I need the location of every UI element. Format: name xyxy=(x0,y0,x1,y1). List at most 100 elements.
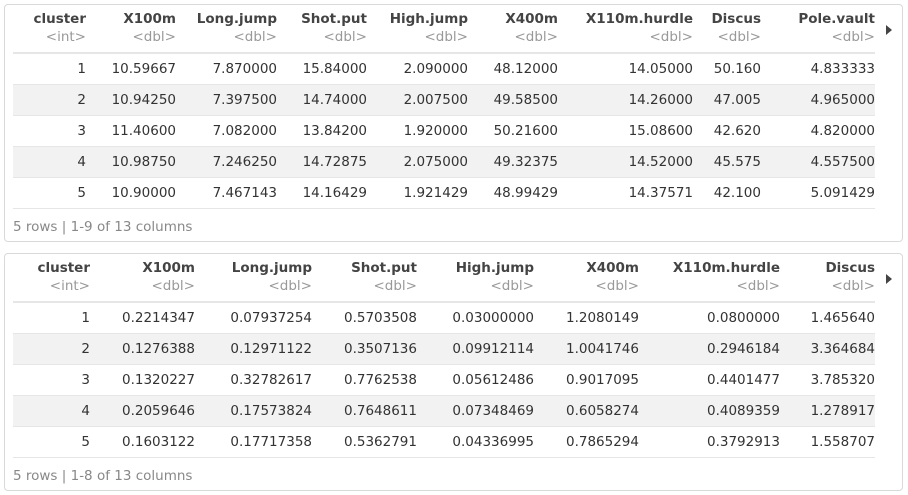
table-cell: 0.2946184 xyxy=(639,333,780,365)
column-header-cluster: cluster <int> xyxy=(13,5,86,54)
column-header-shot-put: Shot.put <dbl> xyxy=(312,254,417,303)
table-cell: 0.17573824 xyxy=(195,395,312,427)
table-row: 3 0.1320227 0.32782617 0.7762538 0.05612486 0… xyxy=(13,364,875,396)
table-cell: 0.4089359 xyxy=(639,395,780,427)
column-type: <dbl> xyxy=(649,29,693,45)
column-type: <dbl> xyxy=(151,278,195,294)
column-type: <int> xyxy=(49,278,90,294)
column-type: <dbl> xyxy=(268,278,312,294)
table-footer: 5 rows | 1-9 of 13 columns xyxy=(13,219,193,235)
table-cell: 2.090000 xyxy=(367,53,468,85)
column-type: <int> xyxy=(45,29,86,45)
column-type: <dbl> xyxy=(736,278,780,294)
column-name: X100m xyxy=(123,11,176,27)
table-cell: 14.72875 xyxy=(277,146,367,178)
column-name: Discus xyxy=(825,260,875,276)
table-cell: 0.04336995 xyxy=(417,426,534,458)
table-cell: 0.5703508 xyxy=(312,302,417,334)
column-name: cluster xyxy=(37,260,90,276)
table-row: 2 10.94250 7.397500 14.74000 2.007500 49.5850… xyxy=(13,84,875,116)
column-name: High.jump xyxy=(389,11,468,27)
table-cell: 14.16429 xyxy=(277,177,367,209)
table-cell: 14.26000 xyxy=(558,84,693,116)
table-cell: 2.075000 xyxy=(367,146,468,178)
table-cell: 1.920000 xyxy=(367,115,468,147)
table-cell: 7.397500 xyxy=(176,84,277,116)
table-cell: 1 xyxy=(13,302,90,334)
column-type: <dbl> xyxy=(373,278,417,294)
table-row: 4 10.98750 7.246250 14.72875 2.075000 49.3237… xyxy=(13,146,875,178)
header-row: cluster <int> X100m <dbl> Long.jump <dbl> Shot… xyxy=(13,5,875,54)
column-header-high-jump: High.jump <dbl> xyxy=(367,5,468,54)
table-cell: 1.278917 xyxy=(780,395,875,427)
column-name: Long.jump xyxy=(196,11,277,27)
table-cell: 4.820000 xyxy=(761,115,875,147)
table-cell: 50.160 xyxy=(693,53,761,85)
table-row: 5 0.1603122 0.17717358 0.5362791 0.04336995 0… xyxy=(13,426,875,458)
table-cell: 0.03000000 xyxy=(417,302,534,334)
table-cell: 3 xyxy=(13,115,86,147)
table-row: 2 0.1276388 0.12971122 0.3507136 0.09912114 1… xyxy=(13,333,875,365)
table-cell: 3.364684 xyxy=(780,333,875,365)
column-header-discus: Discus <dbl> xyxy=(780,254,875,303)
column-header-long-jump: Long.jump <dbl> xyxy=(195,254,312,303)
table-row: 1 0.2214347 0.07937254 0.5703508 0.03000000 1… xyxy=(13,302,875,334)
table-cell: 0.17717358 xyxy=(195,426,312,458)
table-cell: 42.100 xyxy=(693,177,761,209)
column-name: cluster xyxy=(33,11,86,27)
column-header-pole-vault: Pole.vault <dbl> xyxy=(761,5,875,54)
table-cell: 1.465640 xyxy=(780,302,875,334)
table-cell: 42.620 xyxy=(693,115,761,147)
table-cell: 0.3507136 xyxy=(312,333,417,365)
table-cell: 10.98750 xyxy=(86,146,176,178)
column-name: High.jump xyxy=(455,260,534,276)
table-cell: 47.005 xyxy=(693,84,761,116)
column-header-x110m-hurdle: X110m.hurdle <dbl> xyxy=(558,5,693,54)
column-name: Long.jump xyxy=(231,260,312,276)
table-cell: 0.05612486 xyxy=(417,364,534,396)
table-cell: 1.0041746 xyxy=(534,333,639,365)
data-table-panel-1: cluster <int> X100m <dbl> Long.jump <dbl> Shot… xyxy=(4,4,903,242)
table-cell: 0.7762538 xyxy=(312,364,417,396)
table-cell: 50.21600 xyxy=(468,115,558,147)
table-cell: 14.37571 xyxy=(558,177,693,209)
table-cell: 0.9017095 xyxy=(534,364,639,396)
column-name: X400m xyxy=(505,11,558,27)
column-header-x100m: X100m <dbl> xyxy=(86,5,176,54)
column-name: X110m.hurdle xyxy=(672,260,780,276)
table-row: 1 10.59667 7.870000 15.84000 2.090000 48.1200… xyxy=(13,53,875,85)
column-header-shot-put: Shot.put <dbl> xyxy=(277,5,367,54)
table-cell: 1.921429 xyxy=(367,177,468,209)
table-cell: 0.5362791 xyxy=(312,426,417,458)
table-row: 4 0.2059646 0.17573824 0.7648611 0.07348469 0… xyxy=(13,395,875,427)
table-cell: 0.07348469 xyxy=(417,395,534,427)
table-cell: 13.84200 xyxy=(277,115,367,147)
table-cell: 5 xyxy=(13,426,90,458)
table-cell: 7.246250 xyxy=(176,146,277,178)
table-cell: 3.785320 xyxy=(780,364,875,396)
table-cell: 48.99429 xyxy=(468,177,558,209)
table-cell: 0.1276388 xyxy=(90,333,195,365)
table-cell: 7.082000 xyxy=(176,115,277,147)
column-header-x400m: X400m <dbl> xyxy=(534,254,639,303)
column-name: Shot.put xyxy=(301,11,367,27)
column-type: <dbl> xyxy=(132,29,176,45)
table-cell: 49.32375 xyxy=(468,146,558,178)
column-header-x110m-hurdle: X110m.hurdle <dbl> xyxy=(639,254,780,303)
table-cell: 4.557500 xyxy=(761,146,875,178)
next-columns-icon[interactable] xyxy=(886,25,892,35)
table-cell: 2 xyxy=(13,333,90,365)
table-cell: 14.74000 xyxy=(277,84,367,116)
table-cell: 0.2059646 xyxy=(90,395,195,427)
column-type: <dbl> xyxy=(323,29,367,45)
table-cell: 0.1320227 xyxy=(90,364,195,396)
table-cell: 5 xyxy=(13,177,86,209)
column-header-x400m: X400m <dbl> xyxy=(468,5,558,54)
table-cell: 14.52000 xyxy=(558,146,693,178)
column-name: Discus xyxy=(711,11,761,27)
column-name: Pole.vault xyxy=(798,11,875,27)
next-columns-icon[interactable] xyxy=(886,274,892,284)
table-row: 3 11.40600 7.082000 13.84200 1.920000 50.2160… xyxy=(13,115,875,147)
table-cell: 4.965000 xyxy=(761,84,875,116)
table-cell: 0.3792913 xyxy=(639,426,780,458)
